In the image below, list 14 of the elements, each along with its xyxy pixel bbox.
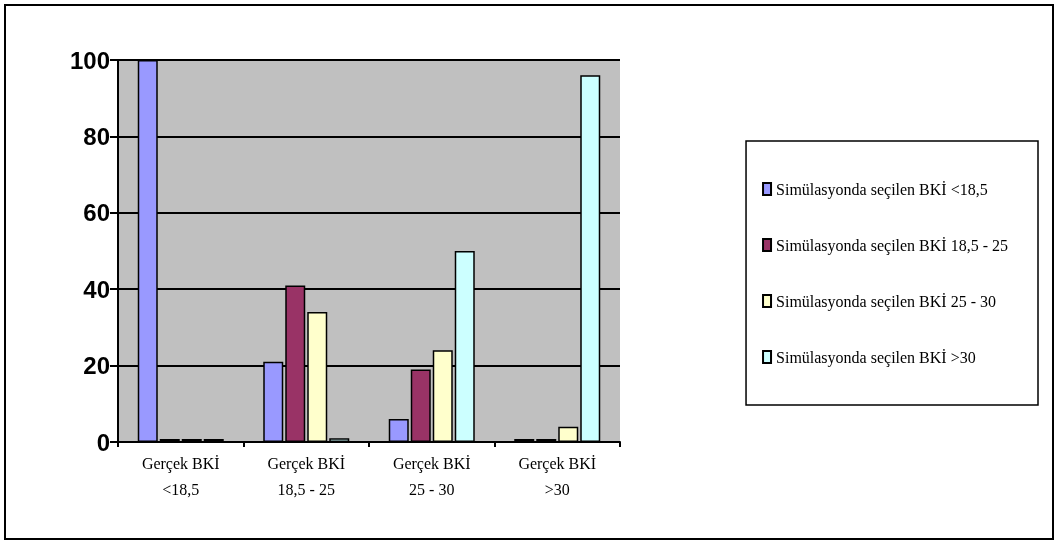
y-tick-label: 80 xyxy=(83,122,110,150)
legend-label: Simülasyonda seçilen BKİ <18,5 xyxy=(776,180,988,199)
y-tick-label: 100 xyxy=(69,46,110,74)
legend-label: Simülasyonda seçilen BKİ 25 - 30 xyxy=(776,292,996,311)
y-tick-label: 0 xyxy=(96,428,110,456)
legend-label: Simülasyonda seçilen BKİ 18,5 - 25 xyxy=(776,236,1008,255)
legend-label: Simülasyonda seçilen BKİ >30 xyxy=(776,348,976,367)
x-tick-label: Gerçek BKİ 25 - 30 xyxy=(392,454,471,498)
y-tick-label: 40 xyxy=(83,275,110,303)
y-tick-label: 20 xyxy=(83,352,110,380)
y-tick-label: 60 xyxy=(83,199,110,227)
x-tick-label: Gerçek BKİ >30 xyxy=(518,454,597,498)
x-tick-label: Gerçek BKİ 18,5 - 25 xyxy=(267,454,346,498)
x-tick-label: Gerçek BKİ <18,5 xyxy=(141,454,220,498)
